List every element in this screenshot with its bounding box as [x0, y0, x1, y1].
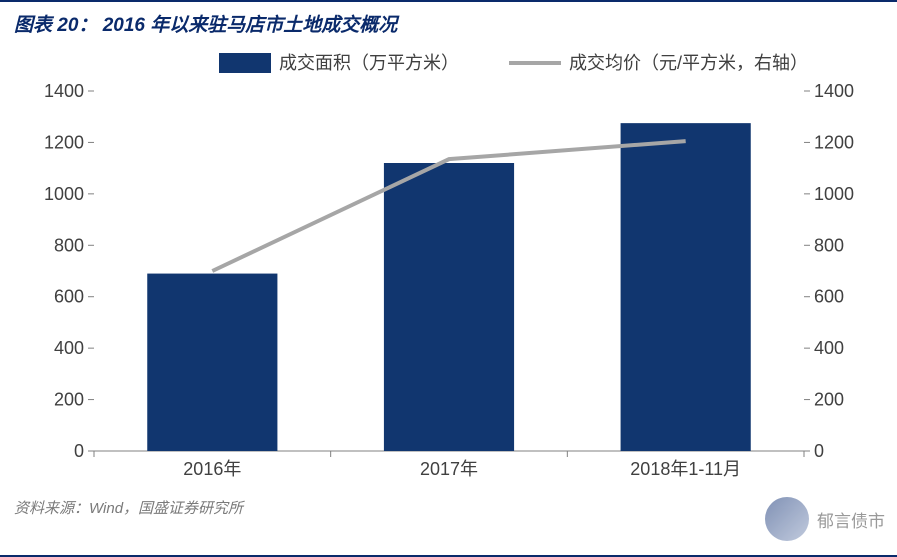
x-category-label: 2016年	[183, 459, 241, 479]
chart-area: 成交面积（万平方米） 成交均价（元/平方米，右轴） 0 200 400 600 800 100…	[24, 41, 874, 491]
figure-container: 图表 20： 2016 年以来驻马店市土地成交概况 成交面积（万平方米） 成交均价…	[0, 0, 897, 557]
x-category-label: 2018年1-11月	[630, 459, 741, 479]
source-text: 资料来源：Wind，国盛证券研究所	[14, 500, 243, 517]
legend-bar-label: 成交面积（万平方米）	[279, 53, 459, 73]
y-left-label: 600	[53, 287, 83, 307]
y-left-label: 800	[53, 235, 83, 255]
y-right-label: 0	[814, 441, 824, 461]
watermark-avatar-icon	[765, 497, 809, 541]
bar	[147, 274, 277, 451]
chart-svg: 成交面积（万平方米） 成交均价（元/平方米，右轴） 0 200 400 600 800 100…	[24, 41, 874, 491]
y-right-label: 1400	[814, 81, 854, 101]
y-left-label: 200	[53, 390, 83, 410]
title-row: 图表 20： 2016 年以来驻马店市土地成交概况	[0, 2, 897, 41]
y-left-label: 1000	[43, 184, 83, 204]
y-right-label: 1200	[814, 132, 854, 152]
watermark-text: 郁言债市	[817, 507, 885, 532]
legend-bar-swatch	[219, 53, 271, 73]
y-left-label: 0	[73, 441, 83, 461]
bar	[383, 163, 513, 451]
y-left-label: 1200	[43, 132, 83, 152]
bar	[620, 123, 750, 451]
y-right-label: 600	[814, 287, 844, 307]
y-right-label: 400	[814, 338, 844, 358]
y-left-label: 400	[53, 338, 83, 358]
legend-line-label: 成交均价（元/平方米，右轴）	[569, 53, 808, 73]
y-right-label: 800	[814, 235, 844, 255]
y-right-label: 200	[814, 390, 844, 410]
y-left-label: 1400	[43, 81, 83, 101]
watermark: 郁言债市	[765, 497, 885, 541]
y-right-label: 1000	[814, 184, 854, 204]
figure-title: 图表 20： 2016 年以来驻马店市土地成交概况	[14, 15, 397, 36]
source-row: 资料来源：Wind，国盛证券研究所	[0, 491, 897, 526]
x-category-label: 2017年	[419, 459, 477, 479]
